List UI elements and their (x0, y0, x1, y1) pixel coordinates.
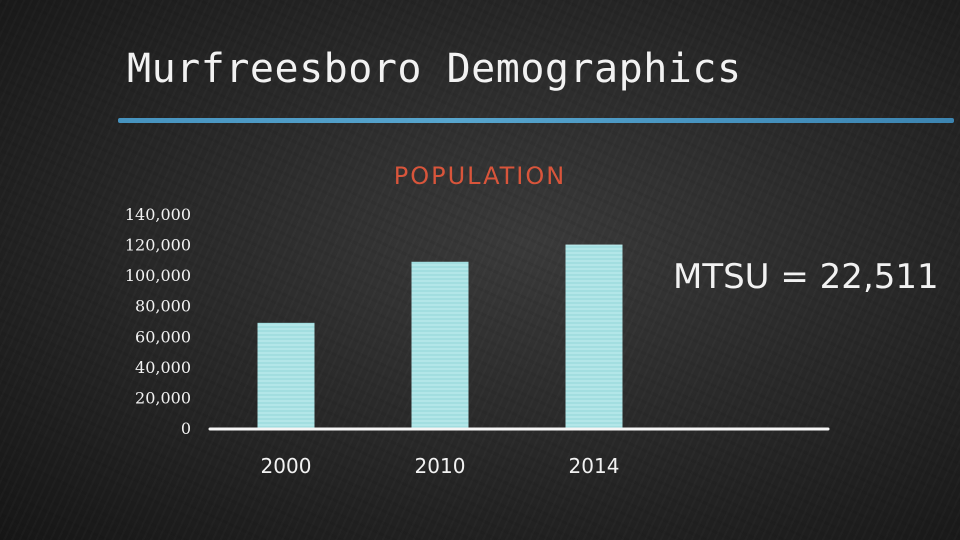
bar-2000 (257, 322, 315, 428)
chart-title: POPULATION (393, 162, 567, 190)
mtsu-annotation: MTSU = 22,511 (673, 257, 939, 297)
bar-2010 (411, 261, 469, 428)
y-tick-label: 100,000 (125, 266, 191, 285)
y-tick-label: 0 (181, 419, 191, 438)
x-tick-label-2014: 2014 (569, 454, 620, 478)
y-tick-label: 140,000 (125, 205, 191, 224)
x-tick-label-2000: 2000 (261, 454, 312, 478)
title-underline (118, 118, 954, 123)
y-tick-label: 40,000 (135, 358, 191, 377)
y-tick-label: 80,000 (135, 297, 191, 316)
bars (257, 244, 623, 428)
y-tick-label: 120,000 (125, 236, 191, 255)
y-axis-ticks: 0 20,000 40,000 60,000 80,000 100,000 120,000 1… (125, 205, 191, 438)
bar-2014 (565, 244, 623, 428)
x-axis-labels: 2000 2010 2014 (261, 454, 620, 478)
y-tick-label: 60,000 (135, 327, 191, 346)
x-tick-label-2010: 2010 (415, 454, 466, 478)
slide-title: Murfreesboro Demographics (127, 46, 742, 92)
y-tick-label: 20,000 (135, 388, 191, 407)
